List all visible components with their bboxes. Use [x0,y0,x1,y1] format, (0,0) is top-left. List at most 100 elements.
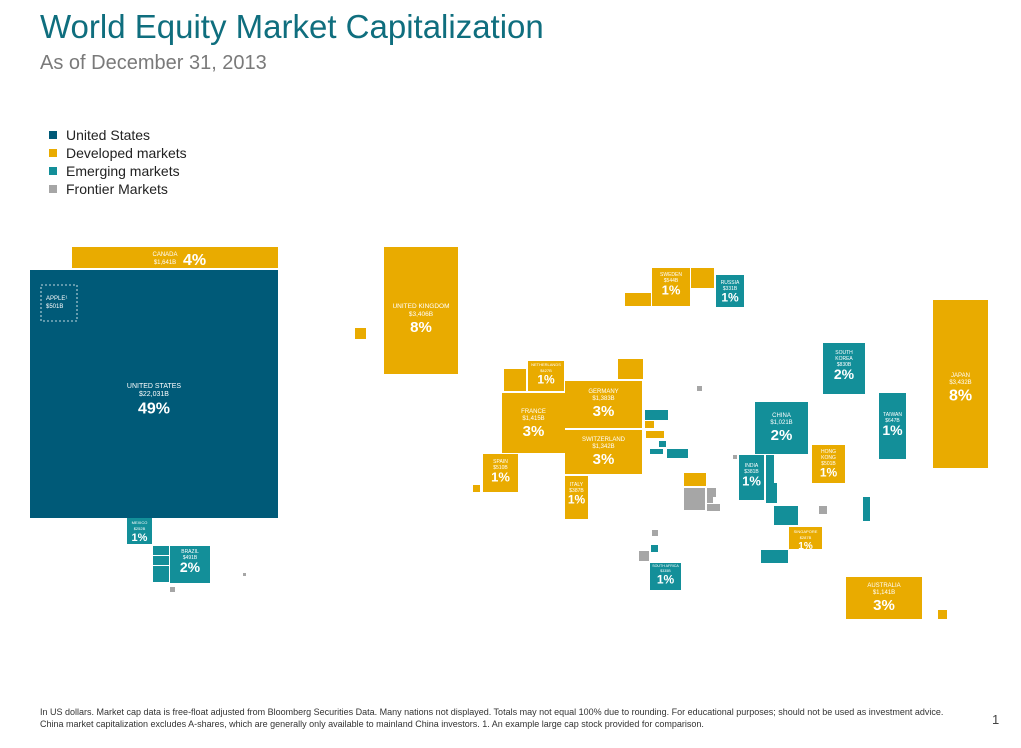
market-name-label: HONG [821,449,836,455]
market-value-label: $830B [837,362,852,368]
legend-item-frontier-markets: Frontier Markets [49,180,187,198]
market-name-label: BRAZIL [181,549,199,555]
market-tile [772,483,777,503]
market-share-label: 2% [180,559,201,575]
market-value-label: $1,141B [873,590,895,596]
market-share-label: 1% [568,493,586,507]
market-value-label: $1,641B [154,260,176,266]
market-share-label: 1% [537,373,555,387]
market-name-label: SINGAPORE [794,529,818,534]
market-tile [766,455,774,503]
market-tile [504,369,526,391]
market-name-label: CHINA [772,413,791,419]
market-tile [153,546,169,555]
market-box-mexico [127,518,152,544]
market-tile [646,431,664,438]
legend-item-developed-markets: Developed markets [49,144,187,162]
market-value-label: $387B [569,488,584,494]
market-value-label: $427B [540,368,552,373]
market-share-label: 3% [593,403,615,420]
market-share-label: 1% [657,573,675,587]
legend-swatch [49,185,57,193]
market-name-label: ITALY [570,482,584,488]
market-share-label: 1% [798,541,813,552]
market-box-australia [846,577,922,619]
footnote: In US dollars. Market cap data is free-f… [40,706,970,730]
market-box-spain [483,454,518,492]
market-value-label: $1,342B [592,444,614,450]
market-tile [659,441,666,447]
legend-item-emerging-markets: Emerging markets [49,162,187,180]
market-tile [863,497,870,521]
chart-title: World Equity Market Capitalization [40,8,544,45]
market-box-sweden [652,268,690,306]
market-name-label: NETHERLANDS [531,362,561,367]
market-name-label: AUSTRALIA [867,583,900,589]
market-tile [639,551,649,561]
market-box-china [755,402,808,454]
market-tile [684,473,706,486]
market-value-label: $331B [723,286,738,292]
market-box-singapore [789,527,822,549]
market-value-label: $544B [664,278,679,284]
market-name-label: TAIWAN [883,412,902,418]
market-box-germany [565,381,642,428]
market-value-label: $1,383B [592,396,614,402]
market-name-label: SWITZERLAND [582,437,626,443]
market-value-label: $335B [660,569,671,573]
legend-item-united-states: United States [49,126,187,144]
market-box-united-states [30,270,278,518]
market-box-france [502,393,565,453]
market-name-label: SOUTH AFRICA [652,564,679,568]
legend-label: Developed markets [66,145,187,161]
market-tile [473,485,480,492]
market-tile [761,550,788,563]
market-box-switzerland [565,430,642,474]
market-share-label: 1% [491,469,510,484]
market-name-label: KONG [821,455,836,461]
market-name-label: GERMANY [588,389,618,395]
market-share-label: 1% [721,291,739,305]
market-tile [733,455,737,459]
apple-comparison-box [40,284,78,322]
market-tile [153,556,169,565]
market-share-label: 3% [873,597,895,614]
market-tile [697,386,702,391]
market-name-label: MEXICO [132,520,148,525]
chart-subtitle: As of December 31, 2013 [40,52,267,74]
market-value-label: $501B [46,304,63,310]
legend: United States Developed markets Emerging… [49,126,187,198]
market-box-taiwan [879,393,906,459]
market-value-label: $647B [885,418,900,424]
market-value-label: $287B [800,535,812,540]
legend-swatch [49,167,57,175]
market-value-label: $510B [493,465,508,471]
market-share-label: 2% [834,366,855,382]
market-share-label: 1% [882,422,903,438]
market-value-label: $3,432B [949,380,971,386]
market-tile [667,449,688,458]
market-name-label: RUSSIA [721,280,740,286]
market-name-label: APPLE¹ [46,296,67,302]
market-value-label: $381B [744,469,759,475]
market-name-label: JAPAN [951,373,970,379]
market-box-italy [565,476,588,519]
market-tile [153,566,169,582]
market-name-label: SWEDEN [660,272,682,278]
legend-label: Emerging markets [66,163,180,179]
market-share-label: 1% [662,282,681,297]
market-value-label: $501B [821,461,836,467]
market-box-japan [933,300,988,468]
market-value-label: $3,406B [409,311,433,318]
market-share-label: 1% [132,532,148,544]
market-tile [650,449,663,454]
market-tile [938,610,947,619]
market-box-canada [72,247,278,268]
legend-swatch [49,131,57,139]
market-name-label: FRANCE [521,409,546,415]
market-share-label: 49% [138,401,170,418]
market-tile [243,573,246,576]
market-tile [652,530,658,536]
market-share-label: 1% [742,473,761,488]
market-value-label: $22,031B [139,391,169,398]
